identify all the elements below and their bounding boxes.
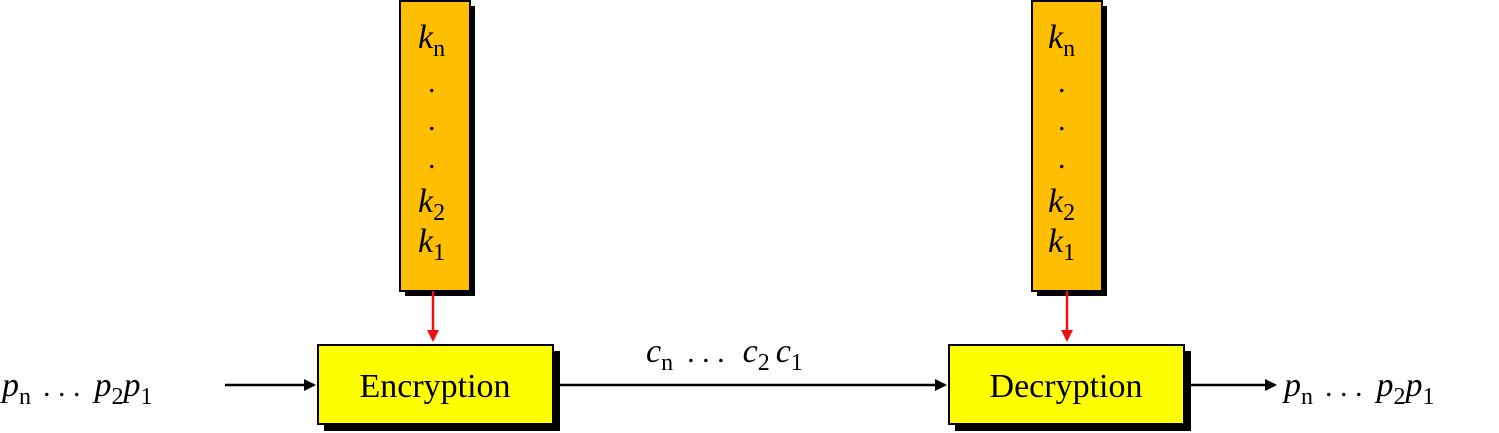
encryption-key-stream: kn . . . k2 k1 <box>399 0 475 342</box>
encryption-block: Encryption <box>317 344 560 431</box>
key-k1: k1 <box>418 223 445 266</box>
key-k1: k1 <box>1048 223 1075 266</box>
ciphertext-channel: cn. . . c2 c1 <box>560 333 947 391</box>
plaintext-output: pn. . . p2p1 <box>1191 367 1435 410</box>
plaintext-input: pn. . . p2p1 <box>0 367 316 410</box>
key-dot: . <box>1058 104 1066 137</box>
key-dot: . <box>1058 142 1066 175</box>
block-box <box>948 344 1185 425</box>
key-dot: . <box>1058 66 1066 99</box>
plaintext-sequence: pn. . . p2p1 <box>0 367 153 410</box>
key-stack-box <box>1031 0 1103 292</box>
key-dot: . <box>428 104 436 137</box>
key-stack-box <box>399 0 471 292</box>
ciphertext-sequence: cn. . . c2 c1 <box>646 333 803 376</box>
block-box <box>317 344 554 425</box>
key-dot: . <box>428 66 436 99</box>
key-kn: kn <box>1048 19 1075 62</box>
key-kn: kn <box>418 19 445 62</box>
decryption-key-stream: kn . . . k2 k1 <box>1031 0 1107 342</box>
decryption-block: Decryption <box>948 344 1191 431</box>
decryption-label: Decryption <box>990 368 1143 405</box>
key-dot: . <box>428 142 436 175</box>
key-k2: k2 <box>418 183 445 226</box>
key-k2: k2 <box>1048 183 1075 226</box>
plaintext-sequence: pn. . . p2p1 <box>1282 367 1435 410</box>
encryption-label: Encryption <box>359 368 510 405</box>
